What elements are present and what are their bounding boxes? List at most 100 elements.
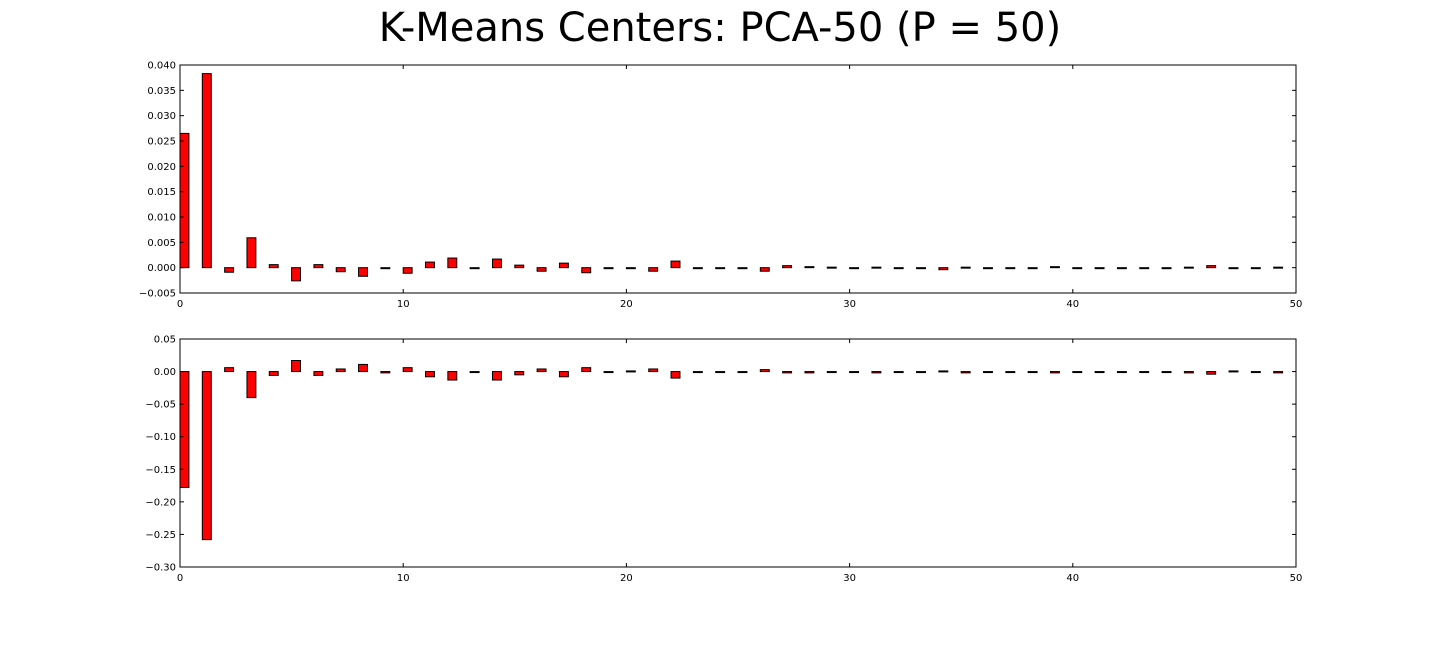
bar — [603, 371, 614, 374]
bar — [491, 258, 502, 269]
bar — [469, 371, 480, 374]
bar — [1116, 371, 1127, 374]
bar — [603, 267, 614, 270]
bar — [759, 267, 770, 272]
y-tick-label: −0.25 — [145, 530, 176, 541]
bar — [1206, 265, 1217, 269]
bar — [425, 261, 435, 269]
x-tick-label: 20 — [620, 299, 633, 310]
bar — [1027, 371, 1038, 374]
bar — [179, 132, 190, 269]
bar — [335, 368, 346, 373]
bar — [737, 371, 748, 374]
bar — [1273, 371, 1284, 374]
bar — [402, 367, 413, 373]
bar — [804, 371, 815, 374]
bar — [536, 267, 547, 272]
y-tick-label: −0.05 — [145, 400, 176, 411]
bar — [759, 369, 770, 373]
bar — [491, 371, 502, 381]
y-tick-label: 0.030 — [147, 111, 176, 122]
bar — [804, 266, 815, 269]
bar — [425, 371, 435, 378]
bar — [1094, 267, 1105, 270]
bar — [246, 371, 257, 399]
y-tick-label: −0.20 — [145, 497, 176, 508]
y-tick-label: 0.015 — [147, 187, 176, 198]
bar — [179, 371, 190, 489]
chart-title: K-Means Centers: PCA-50 (P = 50) — [378, 5, 1062, 51]
y-tick-label: 0.040 — [147, 61, 176, 72]
bar — [581, 367, 592, 373]
bar — [268, 264, 279, 269]
x-tick-label: 10 — [397, 573, 410, 584]
bar — [380, 267, 391, 270]
y-tick-label: 0.010 — [147, 213, 176, 224]
bar — [268, 371, 279, 376]
x-tick-label: 0 — [177, 299, 183, 310]
bar — [715, 267, 726, 270]
bar — [849, 371, 860, 374]
bar — [201, 371, 212, 541]
bar — [1005, 371, 1016, 374]
bar — [960, 371, 971, 374]
bar — [447, 257, 458, 269]
bar — [1273, 266, 1284, 269]
bar — [380, 371, 391, 374]
y-tick-label: −0.30 — [145, 563, 176, 574]
bar — [1183, 371, 1194, 374]
bar — [291, 267, 302, 282]
bar — [1250, 371, 1261, 374]
bar — [514, 264, 525, 269]
bar — [201, 73, 212, 269]
bar — [871, 371, 882, 374]
x-tick-label: 30 — [843, 573, 856, 584]
x-tick-label: 10 — [397, 299, 410, 310]
y-tick-label: −0.15 — [145, 465, 176, 476]
bar — [1139, 267, 1150, 270]
y-tick-label: 0.000 — [147, 263, 176, 274]
bar — [916, 371, 926, 374]
y-tick-label: 0.00 — [154, 367, 176, 378]
bar — [558, 371, 569, 378]
x-tick-label: 20 — [620, 573, 633, 584]
bar — [648, 368, 659, 373]
bar — [1206, 371, 1217, 375]
bar — [826, 371, 837, 374]
bar — [1027, 267, 1038, 270]
bar — [1116, 267, 1127, 270]
axes-frame — [179, 64, 1297, 294]
bar — [916, 267, 926, 270]
bar — [469, 267, 480, 270]
bar — [826, 266, 837, 269]
bar — [1072, 267, 1083, 270]
x-tick-label: 30 — [843, 299, 856, 310]
bar — [893, 267, 904, 270]
bar — [782, 371, 793, 374]
bar — [893, 371, 904, 374]
bar — [648, 267, 659, 272]
bar — [514, 371, 525, 376]
bar — [246, 237, 257, 269]
bar — [1250, 267, 1261, 270]
bar — [536, 368, 547, 373]
bar — [558, 262, 569, 269]
bar — [224, 367, 235, 373]
bar — [1139, 371, 1150, 374]
subplot-top: 0 10 20 30 40 50 −0.005 0.000 0.005 0.010 0.015 0.0… — [139, 61, 1302, 311]
bar — [1049, 371, 1060, 374]
subplot-bottom: 0 10 20 30 40 50 −0.30 −0.25 −0.20 −0.15 −0.10 −0.0… — [145, 335, 1302, 585]
y-tick-label: 0.025 — [147, 137, 176, 148]
bar — [983, 371, 993, 374]
y-tick-label: 0.005 — [147, 238, 176, 249]
bar — [782, 265, 793, 269]
bar — [1049, 266, 1060, 269]
axes-frame — [179, 338, 1297, 568]
bar — [692, 371, 703, 374]
bar — [313, 371, 324, 376]
bar — [625, 370, 636, 373]
bar — [670, 260, 681, 269]
x-tick-label: 40 — [1066, 573, 1079, 584]
bar — [960, 266, 971, 269]
